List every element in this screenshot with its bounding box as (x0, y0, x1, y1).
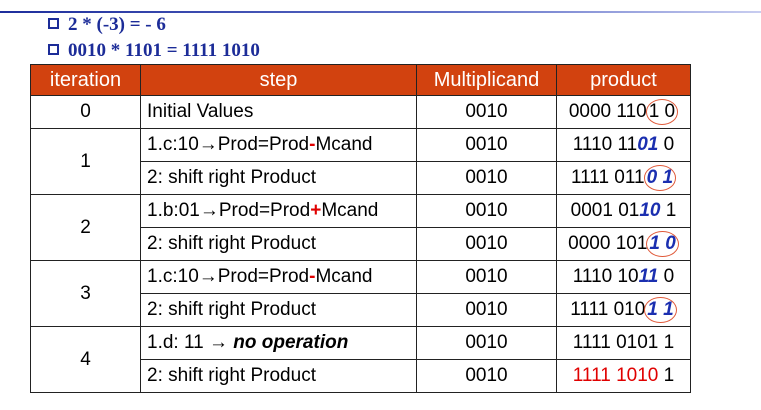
iteration-cell: 3 (30, 260, 141, 327)
step-cell: 2: shift right Product (140, 227, 417, 261)
header-step: step (140, 64, 417, 96)
step-text: 1.c:10→Prod=Prod (147, 266, 310, 287)
product-cell: 1111 0101 1 (556, 326, 691, 360)
step-cell: 1.d: 11 → no operation (140, 326, 417, 360)
multiplicand-cell: 0010 (416, 326, 557, 360)
step-text: 1.c:10→Prod=Prod (147, 134, 310, 155)
product-cell: 0000 110 1 0 (556, 95, 691, 129)
title-divider (0, 11, 761, 13)
multiplicand-cell: 0010 (416, 260, 557, 294)
table-row: 2 1.b:01→Prod=Prod+Mcand 0010 0001 0110 … (30, 194, 691, 261)
step-cell: 1.b:01→Prod=Prod+Mcand (140, 194, 417, 228)
table-row: 2: shift right Product 0010 0000 101 1 0 (31, 227, 691, 261)
step-cell: 2: shift right Product (140, 359, 417, 393)
table-row: 0 Initial Values 0010 0000 110 1 0 (30, 95, 691, 129)
product-bits: 1110 10 (572, 266, 639, 287)
header-row: iteration step Multiplicand product (30, 64, 691, 96)
header-product: product (556, 64, 691, 96)
highlighted-bits: 10 (639, 200, 661, 221)
product-cell: 1110 1011 0 (556, 260, 691, 294)
multiplicand-cell: 0010 (416, 128, 557, 162)
operator: + (310, 200, 322, 221)
step-cell: 1.c:10→Prod=Prod-Mcand (140, 260, 417, 294)
product-bits: 0000 110 (568, 101, 647, 122)
step-text: Mcand (315, 134, 373, 155)
table-row: 3 1.c:10→Prod=Prod-Mcand 0010 1110 1011 … (30, 260, 691, 327)
highlighted-bits: 11 (638, 266, 659, 287)
product-bits: 0001 01 (570, 200, 640, 221)
product-cell: 0000 101 1 0 (556, 227, 691, 261)
booth-multiplication-table: iteration step Multiplicand product 0 In… (30, 64, 691, 393)
circled-bits: 1 0 (645, 99, 679, 125)
product-bits: 1111 011 (570, 167, 645, 188)
product-bits: 0000 101 (568, 233, 648, 254)
table-row: 2: shift right Product 0010 1111 1010 1 (31, 359, 691, 393)
table-row: 2: shift right Product 0010 1111 010 1 1 (31, 293, 691, 327)
step-text: 1.d: 11 → (147, 332, 234, 353)
step-text: Mcand (315, 266, 373, 287)
product-bits: 0 (658, 134, 675, 155)
multiplicand-cell: 0010 (416, 359, 557, 393)
circled-bits: 0 1 (643, 165, 677, 191)
bullet-item: 2 * (-3) = - 6 (48, 14, 166, 36)
step-cell: 1.c:10→Prod=Prod-Mcand (140, 128, 417, 162)
step-text: 1.b:01→Prod=Prod (147, 200, 311, 221)
square-bullet-icon (48, 18, 59, 29)
circled-bits: 1 0 (646, 231, 679, 257)
product-bits: 0 (658, 266, 675, 287)
iteration-cell: 4 (30, 326, 141, 393)
product-cell: 0001 0110 1 (556, 194, 691, 228)
square-bullet-icon (48, 44, 59, 55)
multiplicand-cell: 0010 (416, 161, 557, 195)
iteration-cell: 2 (30, 194, 141, 261)
table-row: 1 1.c:10→Prod=Prod-Mcand 0010 1110 1101 … (30, 128, 691, 195)
product-cell: 1110 1101 0 (556, 128, 691, 162)
table-row: 2: shift right Product 0010 1111 011 0 1 (31, 161, 691, 195)
step-text: Mcand (321, 200, 379, 221)
bullet-text: 2 * (-3) = - 6 (68, 14, 166, 35)
multiplicand-cell: 0010 (416, 227, 557, 261)
step-cell: Initial Values (140, 95, 417, 129)
bullet-item: 0010 * 1101 = 1111 1010 (48, 40, 260, 62)
step-cell: 2: shift right Product (140, 161, 417, 195)
multiplicand-cell: 0010 (416, 194, 557, 228)
header-iteration: iteration (30, 64, 141, 96)
header-multiplicand: Multiplicand (416, 64, 557, 96)
multiplicand-cell: 0010 (416, 293, 557, 327)
iteration-cell: 1 (30, 128, 141, 195)
bullet-text: 0010 * 1101 = 1111 1010 (68, 40, 260, 61)
circled-bits: 1 1 (644, 297, 677, 323)
iteration-cell: 0 (30, 95, 141, 129)
step-cell: 2: shift right Product (140, 293, 417, 327)
operator: - (309, 266, 316, 287)
highlighted-bits: 01 (637, 134, 659, 155)
product-bits: 1 (660, 200, 677, 221)
product-bits: 1111 010 (570, 299, 646, 320)
product-bits: 1110 11 (572, 134, 638, 155)
product-cell: 1111 1010 1 (556, 359, 691, 393)
product-cell: 1111 011 0 1 (556, 161, 691, 195)
operator: - (309, 134, 316, 155)
result-bits: 1111 1010 (572, 365, 659, 386)
product-bits: 1 (658, 365, 675, 386)
step-emphasis: no operation (233, 332, 349, 353)
multiplicand-cell: 0010 (416, 95, 557, 129)
table-row: 4 1.d: 11 → no operation 0010 1111 0101 … (30, 326, 691, 393)
